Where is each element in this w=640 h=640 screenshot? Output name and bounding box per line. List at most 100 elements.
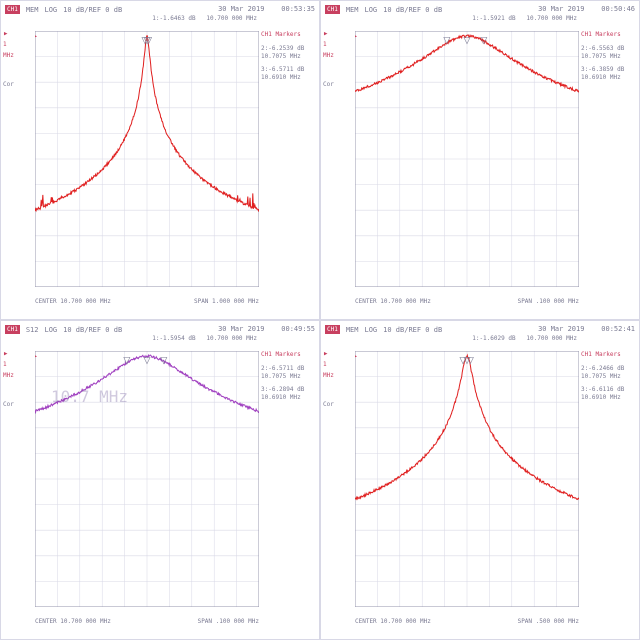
mode-label: MEM: [346, 6, 359, 14]
left-label-mhz: MHz: [323, 52, 353, 59]
span-label: SPAN 1.000 000 MHz: [194, 298, 259, 305]
time-label: 00:53:35: [281, 5, 315, 13]
watermark-text: 10.7 MHz: [51, 387, 128, 406]
channel-badge: CH1: [5, 5, 20, 14]
center-freq-label: CENTER 10.700 000 MHz: [35, 298, 111, 305]
spectrum-plot: [35, 31, 259, 287]
marker-db: 3:-6.5711 dB: [261, 66, 317, 74]
time-label: 00:50:46: [601, 5, 635, 13]
analyzer-panel-tl: CH1 MEM LOG 10 dB/REF 0 dB 30 Mar 2019 0…: [0, 0, 320, 320]
span-label: SPAN .100 000 MHz: [198, 618, 259, 625]
trace-indicator-icon: ▸: [323, 31, 353, 37]
marker-db: 3:-6.2894 dB: [261, 386, 317, 394]
markers-block: CH1 Markers 2:-6.2539 dB 10.7075 MHz 3:-…: [261, 31, 317, 82]
correction-label: Cor: [3, 81, 33, 88]
y-axis-labels: ▸ 1 MHz Cor: [323, 351, 353, 607]
marker-freq: 10.6910 MHz: [261, 74, 317, 82]
channel-badge: CH1: [5, 325, 20, 334]
panel-footer: CENTER 10.700 000 MHz SPAN .100 000 MHz: [355, 298, 579, 305]
spectrum-plot: [355, 351, 579, 607]
marker-freq: 10.6910 MHz: [581, 394, 637, 402]
marker-1-freq: 10.700 000 MHz: [526, 335, 577, 342]
spectrum-plot: [355, 31, 579, 287]
scale-label: LOG: [45, 326, 58, 334]
marker-readout: 1:-1.5954 dB 10.700 000 MHz: [152, 335, 257, 342]
left-label-mhz: MHz: [323, 372, 353, 379]
channel-badge: CH1: [325, 5, 340, 14]
marker-1-value: 1:-1.6463 dB: [152, 15, 195, 22]
marker-db: 2:-6.2466 dB: [581, 365, 637, 373]
marker-entry: 3:-6.6116 dB 10.6910 MHz: [581, 386, 637, 402]
left-label-1: 1: [323, 41, 353, 48]
markers-block: CH1 Markers 2:-6.5563 dB 10.7075 MHz 3:-…: [581, 31, 637, 82]
marker-readout: 1:-1.6463 dB 10.700 000 MHz: [152, 15, 257, 22]
span-label: SPAN .500 000 MHz: [518, 618, 579, 625]
correction-label: Cor: [323, 401, 353, 408]
center-freq-label: CENTER 10.700 000 MHz: [355, 298, 431, 305]
date-label: 30 Mar 2019: [218, 325, 264, 333]
time-label: 00:49:55: [281, 325, 315, 333]
y-axis-labels: ▸ 1 MHz Cor: [3, 31, 33, 287]
marker-db: 2:-6.5711 dB: [261, 365, 317, 373]
marker-1-freq: 10.700 000 MHz: [526, 15, 577, 22]
panel-header: CH1 MEM LOG 10 dB/REF 0 dB 30 Mar 2019 0…: [325, 325, 635, 334]
left-label-mhz: MHz: [3, 52, 33, 59]
left-label-1: 1: [3, 361, 33, 368]
center-freq-label: CENTER 10.700 000 MHz: [35, 618, 111, 625]
scale-label: LOG: [365, 6, 378, 14]
date-label: 30 Mar 2019: [218, 5, 264, 13]
panel-footer: CENTER 10.700 000 MHz SPAN 1.000 000 MHz: [35, 298, 259, 305]
marker-entry: 2:-6.5563 dB 10.7075 MHz: [581, 45, 637, 61]
marker-1-value: 1:-1.5954 dB: [152, 335, 195, 342]
analyzer-panel-tr: CH1 MEM LOG 10 dB/REF 0 dB 30 Mar 2019 0…: [320, 0, 640, 320]
marker-freq: 10.6910 MHz: [581, 74, 637, 82]
analyzer-panel-bl: CH1 S12 LOG 10 dB/REF 0 dB 30 Mar 2019 0…: [0, 320, 320, 640]
marker-db: 2:-6.2539 dB: [261, 45, 317, 53]
marker-freq: 10.7075 MHz: [581, 373, 637, 381]
markers-block: CH1 Markers 2:-6.5711 dB 10.7075 MHz 3:-…: [261, 351, 317, 402]
marker-entry: 2:-6.2466 dB 10.7075 MHz: [581, 365, 637, 381]
marker-db: 3:-6.6116 dB: [581, 386, 637, 394]
left-label-1: 1: [3, 41, 33, 48]
panel-footer: CENTER 10.700 000 MHz SPAN .500 000 MHz: [355, 618, 579, 625]
marker-entry: 2:-6.5711 dB 10.7075 MHz: [261, 365, 317, 381]
date-label: 30 Mar 2019: [538, 325, 584, 333]
marker-1-freq: 10.700 000 MHz: [206, 335, 257, 342]
marker-freq: 10.7075 MHz: [261, 53, 317, 61]
marker-entry: 2:-6.2539 dB 10.7075 MHz: [261, 45, 317, 61]
marker-freq: 10.6910 MHz: [261, 394, 317, 402]
marker-1-value: 1:-1.6029 dB: [472, 335, 515, 342]
trace-indicator-icon: ▸: [3, 31, 33, 37]
correction-label: Cor: [323, 81, 353, 88]
center-freq-label: CENTER 10.700 000 MHz: [355, 618, 431, 625]
time-label: 00:52:41: [601, 325, 635, 333]
panel-header: CH1 MEM LOG 10 dB/REF 0 dB 30 Mar 2019 0…: [325, 5, 635, 14]
marker-entry: 3:-6.5711 dB 10.6910 MHz: [261, 66, 317, 82]
mode-label: MEM: [346, 326, 359, 334]
marker-entry: 3:-6.3859 dB 10.6910 MHz: [581, 66, 637, 82]
scale-label: LOG: [365, 326, 378, 334]
mode-label: MEM: [26, 6, 39, 14]
markers-block: CH1 Markers 2:-6.2466 dB 10.7075 MHz 3:-…: [581, 351, 637, 402]
markers-title: CH1 Markers: [261, 31, 317, 39]
marker-freq: 10.7075 MHz: [581, 53, 637, 61]
ref-label: 10 dB/REF 0 dB: [383, 6, 442, 14]
y-axis-labels: ▸ 1 MHz Cor: [3, 351, 33, 607]
ref-label: 10 dB/REF 0 dB: [63, 326, 122, 334]
left-label-1: 1: [323, 361, 353, 368]
trace-indicator-icon: ▸: [3, 351, 33, 357]
mode-label: S12: [26, 326, 39, 334]
markers-title: CH1 Markers: [581, 351, 637, 359]
marker-freq: 10.7075 MHz: [261, 373, 317, 381]
panel-header: CH1 S12 LOG 10 dB/REF 0 dB 30 Mar 2019 0…: [5, 325, 315, 334]
panel-footer: CENTER 10.700 000 MHz SPAN .100 000 MHz: [35, 618, 259, 625]
ref-label: 10 dB/REF 0 dB: [383, 326, 442, 334]
analyzer-panel-br: CH1 MEM LOG 10 dB/REF 0 dB 30 Mar 2019 0…: [320, 320, 640, 640]
span-label: SPAN .100 000 MHz: [518, 298, 579, 305]
scale-label: LOG: [45, 6, 58, 14]
marker-db: 3:-6.3859 dB: [581, 66, 637, 74]
marker-readout: 1:-1.5921 dB 10.700 000 MHz: [472, 15, 577, 22]
ref-label: 10 dB/REF 0 dB: [63, 6, 122, 14]
channel-badge: CH1: [325, 325, 340, 334]
markers-title: CH1 Markers: [581, 31, 637, 39]
